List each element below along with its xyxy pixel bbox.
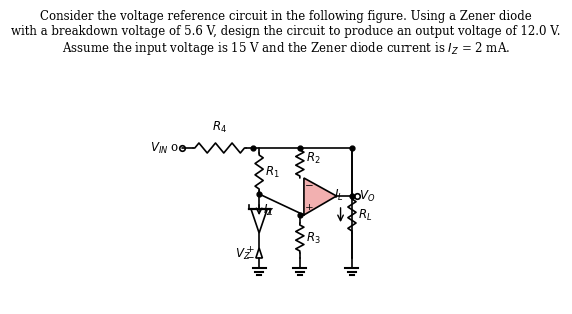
Text: $R_4$: $R_4$ — [212, 120, 227, 135]
Text: $V_{IN}$ o: $V_{IN}$ o — [150, 140, 180, 155]
Polygon shape — [304, 178, 336, 215]
Text: with a breakdown voltage of 5.6 V, design the circuit to produce an output volta: with a breakdown voltage of 5.6 V, desig… — [11, 25, 561, 38]
Text: −: − — [247, 253, 255, 263]
Text: −: − — [305, 182, 314, 192]
Text: Consider the voltage reference circuit in the following figure. Using a Zener di: Consider the voltage reference circuit i… — [40, 10, 532, 23]
Text: $R_3$: $R_3$ — [305, 230, 320, 246]
Text: $R_L$: $R_L$ — [358, 208, 372, 223]
Text: $I_Z$: $I_Z$ — [263, 203, 275, 218]
Text: +: + — [247, 246, 255, 255]
Text: Assume the input voltage is 15 V and the Zener diode current is $I_Z$ = 2 mA.: Assume the input voltage is 15 V and the… — [62, 40, 510, 57]
Text: $V_Z$: $V_Z$ — [235, 246, 251, 262]
Text: $V_O$: $V_O$ — [359, 188, 375, 203]
Text: $R_1$: $R_1$ — [265, 165, 280, 180]
Text: +: + — [305, 203, 314, 212]
Text: $I_L$: $I_L$ — [334, 188, 344, 203]
Text: $R_2$: $R_2$ — [305, 150, 320, 165]
